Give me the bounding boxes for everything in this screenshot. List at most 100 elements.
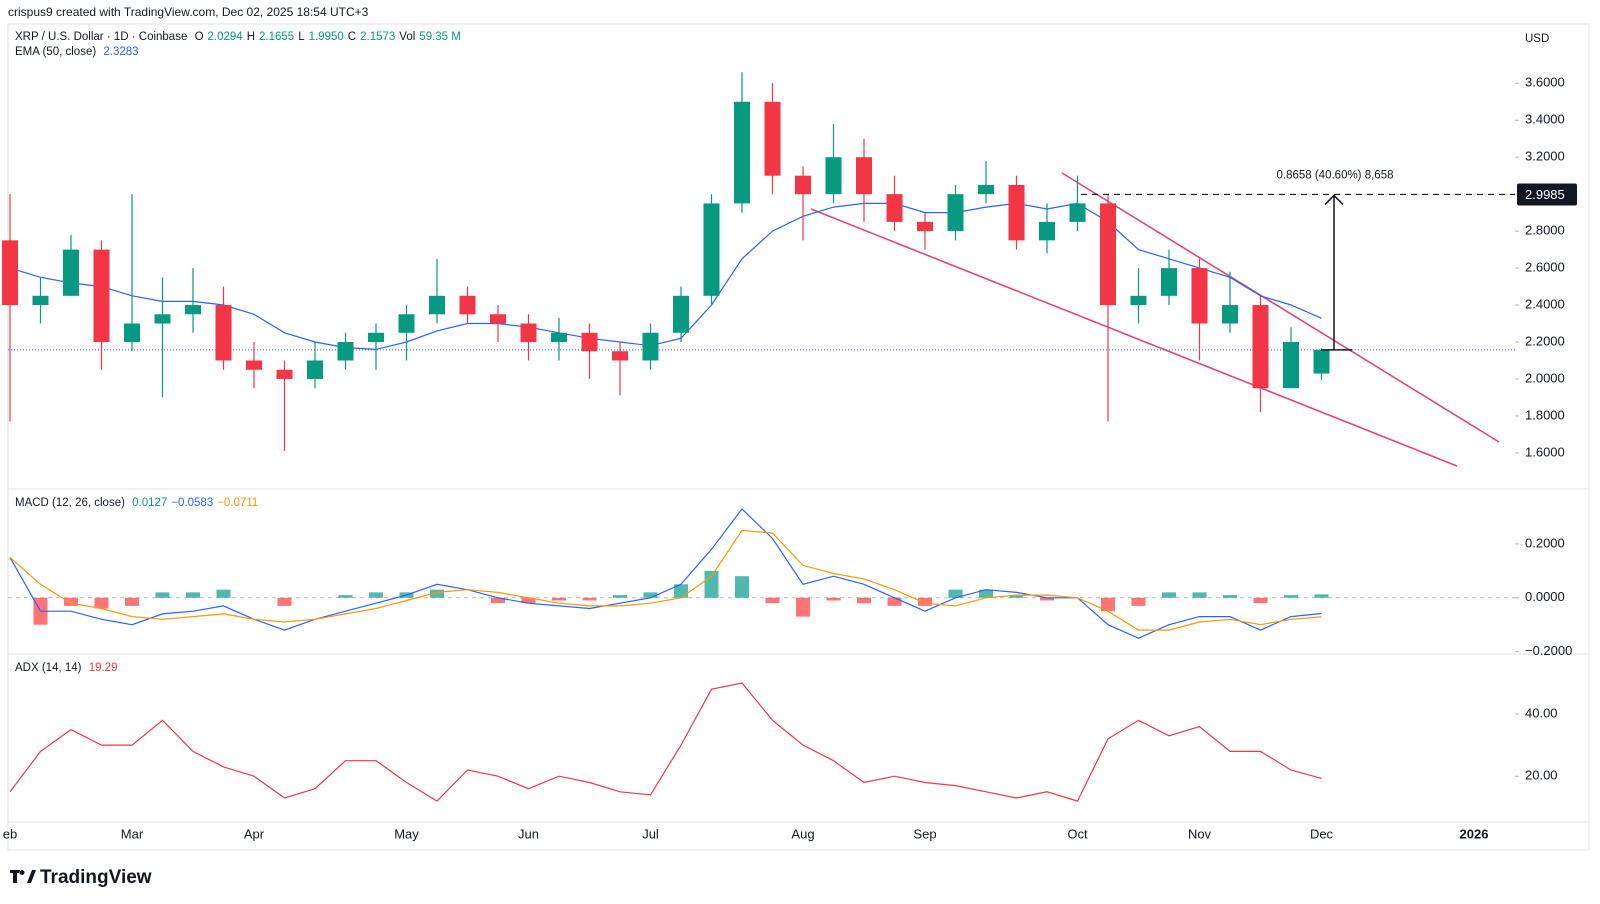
ohlc-label: C bbox=[347, 31, 357, 43]
ohlc-label: H bbox=[246, 31, 256, 43]
y-tick-label: 1.8000 bbox=[1525, 407, 1565, 422]
ohlc-value: 2.1573 bbox=[360, 31, 396, 43]
symbol-title: XRP / U.S. Dollar · 1D · Coinbase bbox=[15, 31, 188, 43]
y-tick-label: 1.6000 bbox=[1525, 444, 1565, 459]
x-tick-label: Dec bbox=[1310, 826, 1334, 841]
currency: USD bbox=[1525, 33, 1549, 45]
ohlc-value: 2.0294 bbox=[207, 31, 243, 43]
y-tick-label: 40.00 bbox=[1525, 706, 1558, 721]
logo: TradingView bbox=[10, 867, 152, 888]
measure-arrowhead bbox=[1324, 194, 1344, 205]
candle-body bbox=[612, 351, 628, 361]
x-tick-label: Jun bbox=[518, 826, 539, 841]
histogram-bar bbox=[796, 597, 810, 617]
histogram-bar bbox=[338, 595, 353, 598]
ema-line bbox=[9, 202, 1322, 351]
candle-body bbox=[825, 157, 842, 195]
macd-legend-value: −0.0711 bbox=[217, 497, 259, 509]
histogram-bar bbox=[582, 597, 597, 601]
candle-body bbox=[368, 332, 384, 343]
ohlc-value: 1.9950 bbox=[308, 31, 344, 43]
candle-body bbox=[1313, 349, 1330, 374]
candle-body bbox=[1130, 295, 1147, 306]
y-tick-label: 0.2000 bbox=[1525, 535, 1565, 550]
histogram-bar bbox=[765, 597, 780, 604]
histogram-bar bbox=[857, 597, 871, 604]
y-tick-label: 2.2000 bbox=[1525, 333, 1565, 348]
ema-legend: EMA (50, close) 2.3283 bbox=[15, 46, 143, 58]
measure-label: 0.8658 (40.60%) 8,658 bbox=[1276, 169, 1393, 181]
candle-body bbox=[1039, 221, 1055, 241]
histogram-bar bbox=[94, 597, 109, 609]
histogram-bar bbox=[948, 589, 963, 598]
candle-body bbox=[1008, 184, 1025, 241]
candle-body bbox=[886, 194, 903, 222]
candle-body bbox=[490, 314, 506, 324]
x-tick-label: Sep bbox=[913, 826, 936, 841]
y-tick-label: 3.6000 bbox=[1525, 75, 1565, 90]
candle-body bbox=[551, 332, 567, 343]
histogram-bar bbox=[277, 597, 292, 606]
ohlc-label: L bbox=[298, 31, 305, 43]
histogram-bar bbox=[735, 576, 749, 598]
candle-body bbox=[63, 249, 79, 296]
y-tick-label: 20.00 bbox=[1525, 768, 1558, 783]
x-tick-label: Jul bbox=[642, 826, 659, 841]
histogram-bar bbox=[1009, 595, 1024, 598]
histogram-bar bbox=[704, 570, 719, 598]
candle-body bbox=[429, 295, 445, 315]
wedge-upper-line bbox=[1061, 172, 1500, 443]
macd-legend-value: −0.0583 bbox=[171, 497, 214, 509]
x-tick-label: May bbox=[394, 826, 419, 841]
candle-body bbox=[856, 157, 872, 195]
macd-line bbox=[9, 507, 1322, 639]
histogram-bar bbox=[1131, 597, 1146, 606]
candle-body bbox=[520, 323, 537, 343]
y-tick-label: 3.2000 bbox=[1525, 149, 1565, 164]
attribution: crispus9 created with TradingView.com, D… bbox=[8, 5, 369, 19]
candle-body bbox=[154, 314, 171, 324]
macd-legend-value: 0.0127 bbox=[132, 497, 168, 509]
histogram-bar bbox=[674, 584, 688, 598]
candle-body bbox=[124, 323, 140, 343]
target-price-label: 2.9985 bbox=[1525, 187, 1565, 202]
y-tick-label: −0.2000 bbox=[1525, 643, 1572, 658]
x-tick-label: 2026 bbox=[1460, 826, 1489, 841]
price-legend: XRP / U.S. Dollar · 1D · Coinbase O 2.029… bbox=[15, 31, 465, 43]
histogram-bar bbox=[826, 597, 841, 601]
histogram-bar bbox=[1040, 597, 1054, 601]
candle-body bbox=[734, 101, 750, 204]
x-tick-label: eb bbox=[3, 826, 17, 841]
y-tick-label: 2.6000 bbox=[1525, 260, 1565, 275]
y-tick-label: 2.0000 bbox=[1525, 370, 1565, 385]
histogram-bar bbox=[552, 597, 566, 601]
macd-line bbox=[9, 529, 1322, 631]
y-tick-label: 2.4000 bbox=[1525, 296, 1565, 311]
histogram-bar bbox=[521, 597, 536, 604]
histogram-bar bbox=[369, 592, 383, 598]
macd-name: MACD (12, 26, close) bbox=[15, 497, 125, 509]
y-tick-label: 0.0000 bbox=[1525, 589, 1565, 604]
histogram-bar bbox=[1101, 597, 1115, 612]
histogram-bar bbox=[1162, 592, 1176, 598]
candle-body bbox=[917, 221, 933, 232]
ohlc-value: 2.1655 bbox=[259, 31, 295, 43]
candle-body bbox=[93, 249, 110, 343]
candle-body bbox=[276, 369, 293, 379]
candle-body bbox=[581, 332, 598, 352]
logo-text: TradingView bbox=[40, 867, 152, 888]
candle-body bbox=[795, 175, 811, 195]
histogram-bar bbox=[1284, 595, 1298, 598]
histogram-bar bbox=[1314, 594, 1329, 598]
candle-body bbox=[764, 101, 781, 176]
histogram-bar bbox=[1192, 592, 1207, 598]
candle-body bbox=[1191, 268, 1208, 324]
candle-body bbox=[947, 194, 964, 232]
candle-body bbox=[215, 305, 232, 361]
x-tick-label: Apr bbox=[244, 826, 265, 841]
candle-body bbox=[673, 295, 689, 333]
histogram-bar bbox=[1223, 595, 1237, 598]
histogram-bar bbox=[918, 597, 932, 606]
histogram-bar bbox=[979, 589, 993, 598]
